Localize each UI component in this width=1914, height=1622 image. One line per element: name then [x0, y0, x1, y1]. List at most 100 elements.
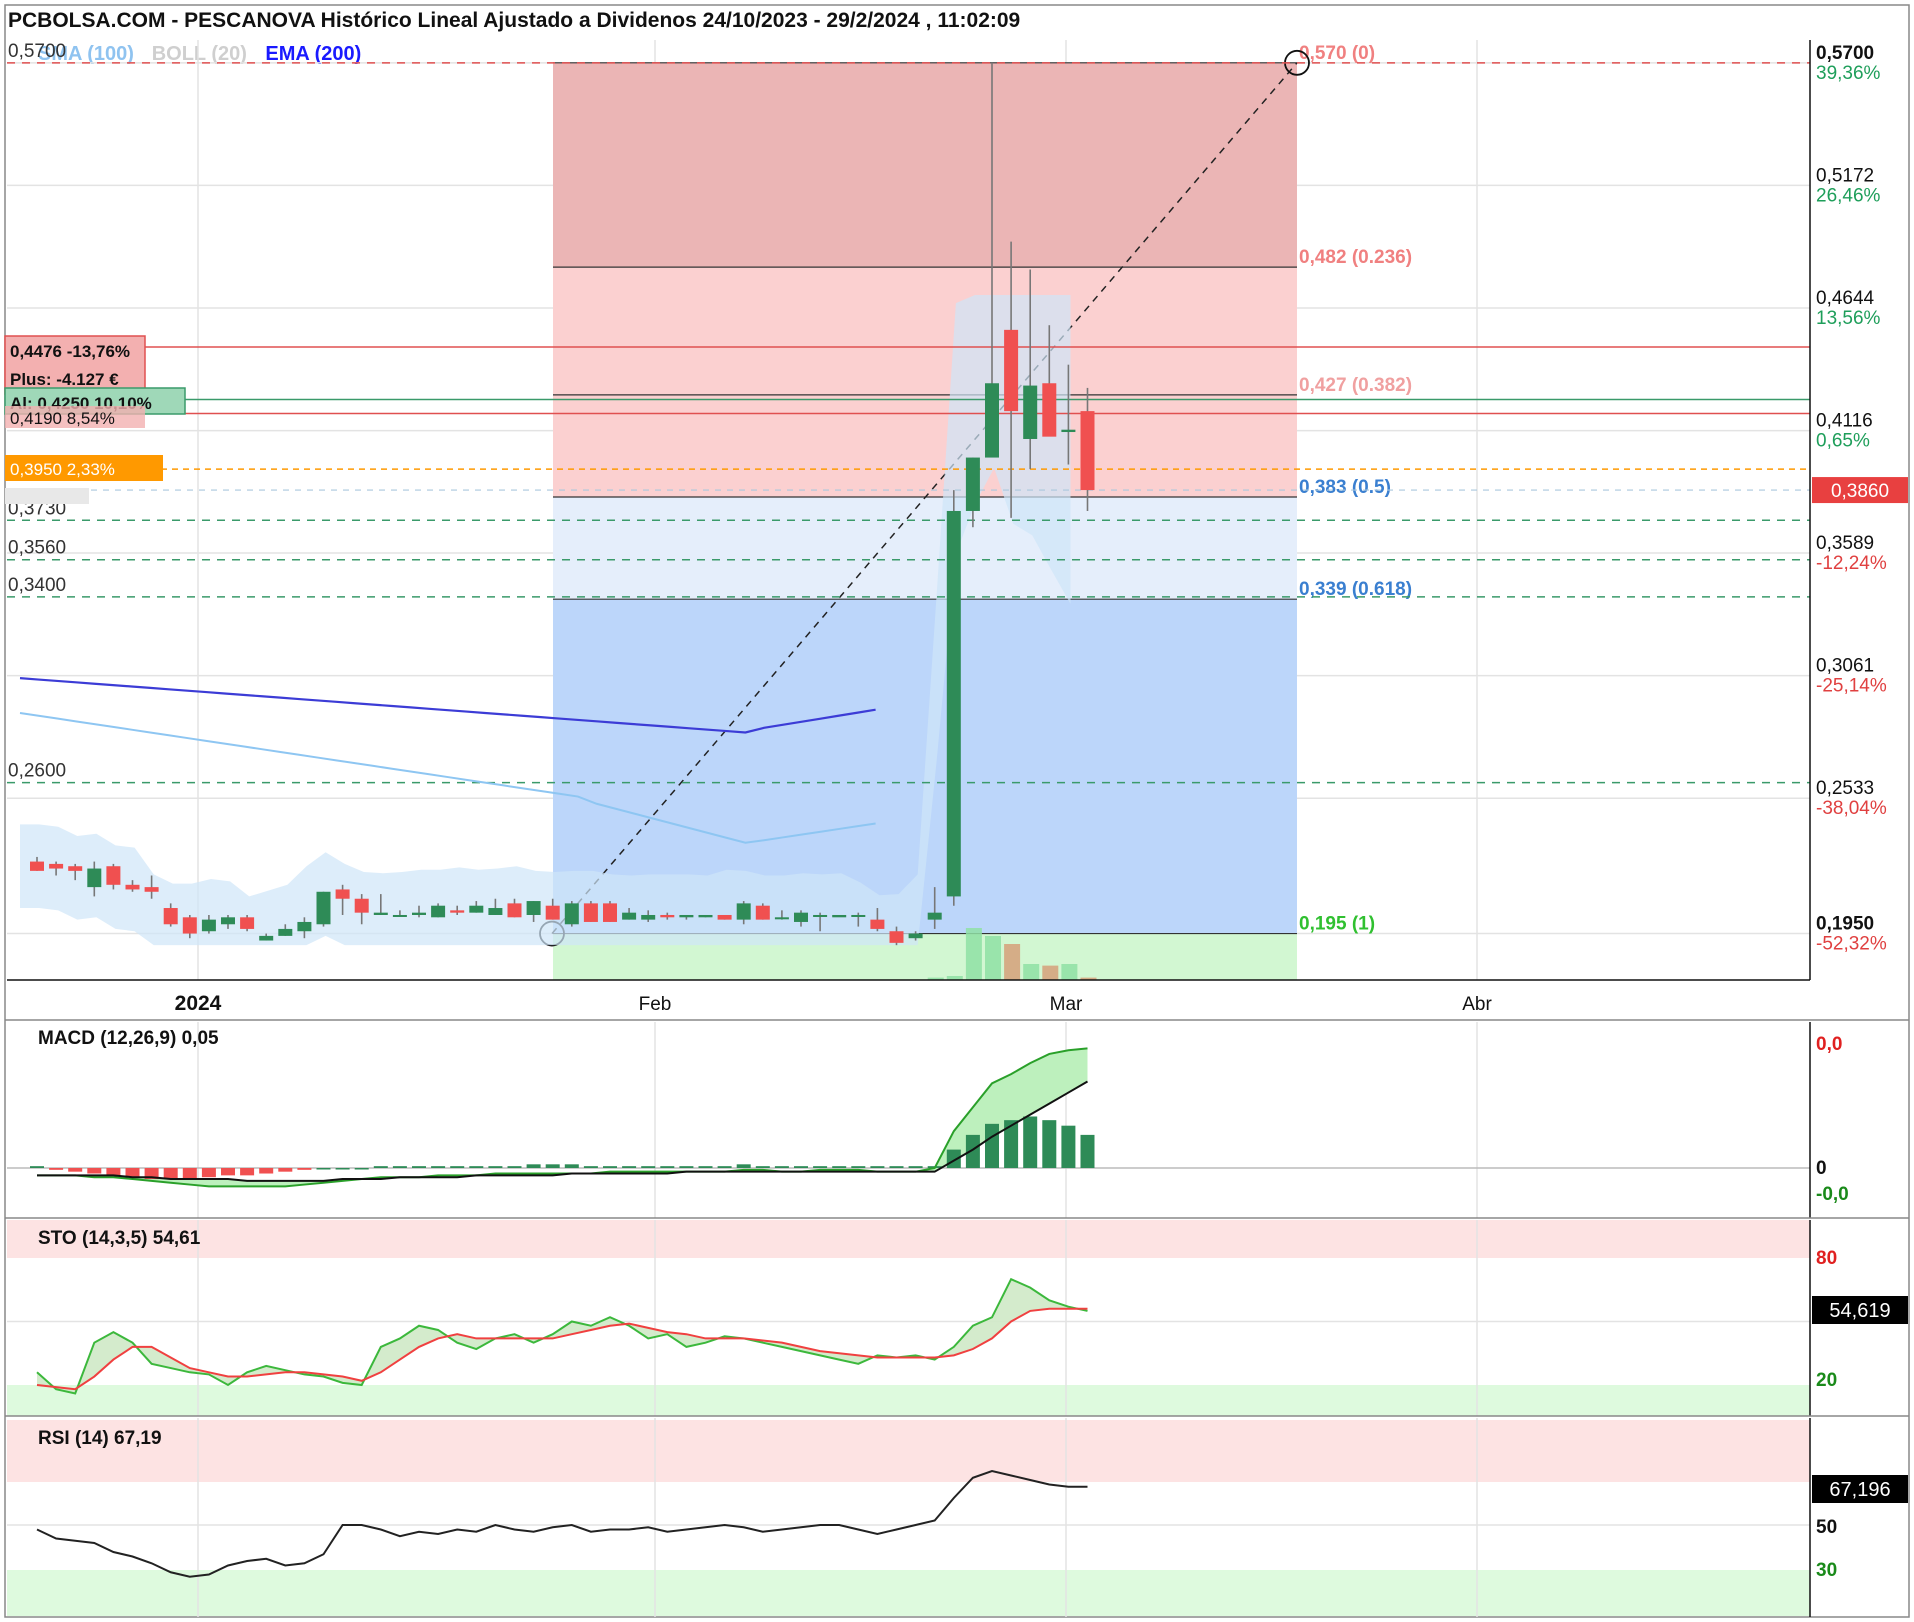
macd-line — [37, 1047, 1088, 1188]
x-tick-2: Mar — [1050, 994, 1083, 1015]
y-tick-1: 0,5172 — [1816, 165, 1874, 186]
candle-body-0 — [30, 861, 44, 871]
y-tick-pct-7: -52,32% — [1816, 934, 1887, 955]
macd-hist-2 — [68, 1168, 83, 1172]
legend-item-2: EMA (200) — [265, 43, 361, 65]
rsi-line — [36, 1469, 1088, 1578]
macd-hist-12 — [259, 1168, 274, 1174]
faint-label-bg — [5, 488, 89, 504]
position-box-orange — [5, 455, 163, 481]
candle-body-6 — [144, 887, 159, 892]
volume-bar-51 — [1004, 944, 1021, 980]
level-label-0: 0,5700 — [8, 41, 66, 62]
macd-tick-zero: 0 — [1816, 1158, 1827, 1179]
outer-frame — [4, 4, 1910, 1618]
macd-hist-51 — [1004, 1120, 1019, 1168]
position-box-text-3: 0,4190 8,54% — [10, 409, 115, 428]
candle-body-11 — [240, 917, 255, 929]
candle-body-22 — [450, 910, 465, 913]
candle-body-39 — [774, 917, 789, 920]
sto-tick-80: 80 — [1816, 1248, 1837, 1269]
macd-label: MACD (12,26,9) 0,05 — [38, 1028, 219, 1049]
candle-body-3 — [87, 868, 102, 888]
macd-hist-31 — [622, 1166, 637, 1168]
candle-body-46 — [908, 933, 923, 939]
macd-hist-8 — [182, 1168, 197, 1180]
macd-tick-top: 0,0 — [1816, 1034, 1842, 1055]
position-box-bg — [4, 335, 146, 395]
macd-hist-23 — [469, 1166, 484, 1168]
rsi-label: RSI (14) 67,19 — [38, 1428, 162, 1449]
candle-body-28 — [564, 903, 579, 925]
macd-hist-52 — [1023, 1116, 1038, 1168]
macd-hist-45 — [889, 1166, 904, 1168]
macd-hist-7 — [163, 1168, 178, 1180]
volume-bar-52 — [1023, 964, 1040, 980]
candle-body-25 — [507, 903, 522, 918]
macd-hist-30 — [603, 1166, 617, 1168]
fib-label-1: 0,482 (0.236) — [1299, 247, 1412, 268]
candle-body-27 — [545, 905, 560, 920]
sto-oversold-zone — [7, 1385, 1810, 1416]
macd-hist-33 — [660, 1166, 675, 1168]
candle-body-55 — [1080, 411, 1095, 491]
volume-bar-49 — [965, 928, 982, 980]
macd-hist-55 — [1080, 1134, 1095, 1168]
x-tick-0: 2024 — [175, 992, 222, 1015]
volume-bar-54 — [1061, 964, 1078, 980]
x-tick-1: Feb — [639, 994, 672, 1015]
y-tick-0: 0,5700 — [1816, 43, 1874, 64]
y-tick-pct-0: 39,36% — [1816, 63, 1881, 84]
macd-hist-10 — [221, 1168, 235, 1176]
candle-body-8 — [182, 917, 197, 934]
fib-label-5: 0,195 (1) — [1299, 914, 1375, 935]
candle-body-15 — [316, 891, 331, 925]
candle-body-36 — [717, 914, 732, 920]
y-tick-6: 0,2533 — [1816, 778, 1874, 799]
candle-body-23 — [469, 905, 484, 913]
candle-body-54 — [1061, 429, 1076, 433]
candle-body-26 — [526, 901, 541, 915]
sto-tick-20: 20 — [1816, 1370, 1837, 1391]
volume-bar-47 — [927, 977, 944, 980]
macd-hist-36 — [717, 1166, 732, 1168]
macd-hist-25 — [507, 1166, 522, 1168]
sto-value-tag — [1812, 1296, 1908, 1324]
candle-body-30 — [603, 903, 617, 922]
candle-body-42 — [832, 914, 847, 918]
fib-diagonal — [551, 62, 1298, 935]
macd-hist-14 — [297, 1168, 312, 1170]
candle-body-16 — [335, 889, 350, 899]
macd-hist-20 — [412, 1166, 426, 1168]
ema-200-line — [19, 677, 876, 734]
candle-body-19 — [392, 914, 407, 917]
candle-body-5 — [125, 884, 140, 890]
fib-zone-1 — [553, 267, 1297, 498]
macd-hist-37 — [736, 1164, 751, 1168]
rsi-oversold-zone — [7, 1570, 1810, 1616]
candle-body-45 — [889, 931, 904, 943]
macd-hist-38 — [755, 1166, 770, 1168]
macd-hist-4 — [106, 1168, 121, 1176]
candle-body-37 — [736, 903, 751, 920]
candle-body-9 — [201, 919, 216, 932]
level-label-2: 0,3560 — [8, 538, 66, 559]
y-tick-3: 0,4116 — [1816, 411, 1873, 432]
position-box-text-1: Plus: -4.127 € — [10, 370, 119, 389]
macd-hist-24 — [488, 1166, 503, 1168]
y-tick-7: 0,1950 — [1816, 914, 1874, 935]
candle-body-14 — [297, 921, 312, 932]
candle-body-35 — [698, 914, 713, 918]
sto-value-text: 54,619 — [1829, 1300, 1890, 1322]
position-box-4190 — [5, 406, 145, 428]
candle-body-52 — [1023, 385, 1038, 439]
macd-hist-34 — [679, 1166, 694, 1168]
y-tick-pct-1: 26,46% — [1816, 185, 1881, 206]
level-label-3: 0,3400 — [8, 575, 66, 596]
candle-body-53 — [1042, 383, 1057, 437]
legend-item-0: SMA (100) — [38, 43, 134, 65]
candle-body-21 — [431, 905, 446, 918]
rsi-overbought-zone — [7, 1420, 1810, 1482]
